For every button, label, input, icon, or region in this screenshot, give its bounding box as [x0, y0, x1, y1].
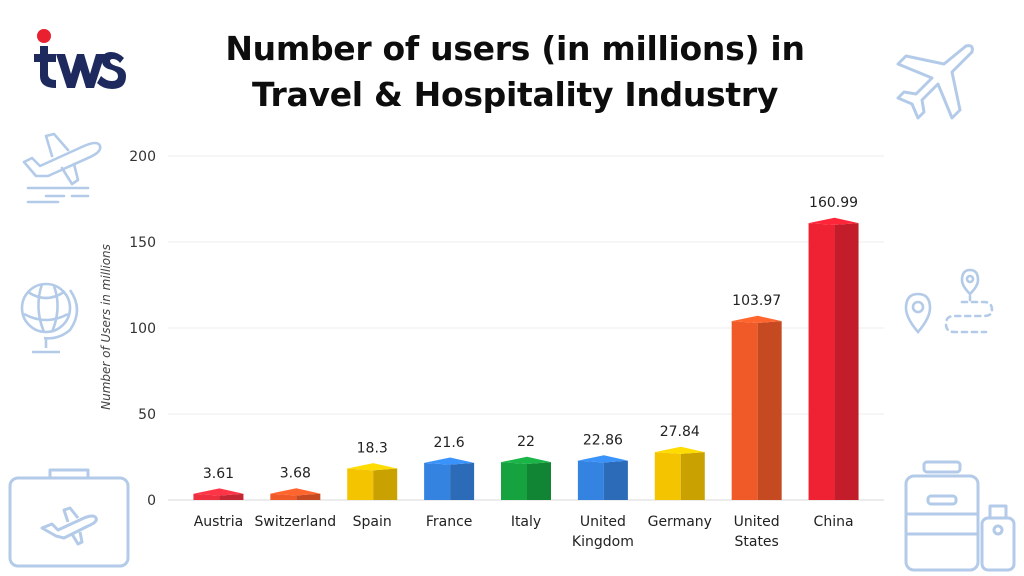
bar-front-face — [501, 462, 527, 500]
x-tick-label-line: Kingdom — [572, 534, 634, 550]
bar: 22 — [501, 434, 551, 500]
route-map-icon — [904, 268, 994, 334]
bar-side-face — [296, 493, 321, 500]
bar-side-face — [834, 223, 859, 500]
bar-top-face — [270, 488, 321, 496]
logo-letter-s — [97, 52, 126, 89]
x-tick-label-line: Switzerland — [254, 514, 336, 530]
bar-top-face — [577, 455, 628, 463]
luggage-icon — [904, 460, 1016, 572]
bar-top-face — [193, 488, 244, 496]
y-axis-label: Number of Users in millions — [99, 244, 113, 410]
logo-dot — [37, 29, 51, 43]
y-tick-label: 50 — [138, 407, 156, 423]
bar-front-face — [424, 462, 451, 500]
airplane-takeoff-icon — [22, 132, 102, 204]
x-tick-label: United Kingdom — [572, 514, 634, 550]
bar-side-face — [373, 468, 398, 500]
y-tick-label: 150 — [129, 235, 156, 251]
bar-front-face — [654, 452, 681, 500]
bar: 3.61 — [193, 466, 244, 500]
bar: 27.84 — [654, 424, 705, 500]
bar-side-face — [527, 462, 551, 500]
logo-letter-t — [34, 46, 56, 88]
bar-top-face — [808, 217, 859, 225]
bar-side-face — [219, 493, 244, 500]
x-tick-label-line: Austria — [194, 514, 243, 530]
airplane-icon — [896, 44, 974, 120]
chart-title-line-2: Travel & Hospitality Industry — [251, 75, 779, 114]
suitcase-icon — [8, 468, 130, 568]
y-axis: 0 50 100 150 200 — [129, 149, 156, 509]
bar-value-label: 18.3 — [357, 441, 388, 457]
y-tick-label: 100 — [129, 321, 156, 337]
bar-side-face — [450, 462, 475, 500]
y-tick-label: 0 — [147, 493, 156, 509]
bar-value-label: 22.86 — [583, 433, 623, 449]
x-tick-label: Germany — [648, 514, 712, 530]
x-tick-label-line: Italy — [511, 514, 541, 530]
bar-value-label: 160.99 — [809, 195, 858, 211]
bar-front-face — [731, 321, 758, 500]
bar-top-face — [501, 456, 551, 464]
bar-front-face — [577, 460, 604, 500]
x-tick-label: Austria — [194, 514, 243, 530]
bars: 3.61 3.68 18.3 21.6 22 22.86 27.84 103.97 160.99 — [193, 195, 859, 500]
x-tick-label: France — [426, 514, 473, 530]
bar-front-face — [270, 493, 297, 500]
chart-title-line-1: Number of users (in millions) in — [225, 29, 805, 68]
tws-logo — [34, 29, 126, 89]
bar-side-face — [757, 321, 782, 500]
bar: 22.86 — [577, 433, 628, 500]
bar-value-label: 3.68 — [280, 466, 311, 482]
bar: 3.68 — [270, 466, 321, 500]
bar: 21.6 — [424, 435, 475, 500]
x-axis: Austria Switzerland Spain France Italy United… — [194, 514, 854, 550]
bar-side-face — [603, 460, 628, 500]
bar-value-label: 21.6 — [434, 435, 465, 451]
bar-top-face — [731, 315, 782, 323]
x-tick-label-line: China — [814, 514, 854, 530]
bar: 103.97 — [731, 293, 782, 500]
bar-top-face — [654, 446, 705, 454]
globe-icon — [20, 282, 79, 354]
x-tick-label-line: Spain — [353, 514, 392, 530]
bar-front-face — [808, 223, 835, 500]
bar-value-label: 103.97 — [732, 293, 781, 309]
x-tick-label: Switzerland — [254, 514, 336, 530]
x-tick-label-line: United — [734, 514, 780, 530]
x-tick-label: Italy — [511, 514, 541, 530]
x-tick-label: China — [814, 514, 854, 530]
x-tick-label-line: United — [580, 514, 626, 530]
bar-side-face — [680, 452, 705, 500]
bar-front-face — [347, 468, 374, 500]
bar: 18.3 — [347, 441, 398, 500]
logo-letter-w — [56, 54, 105, 88]
x-tick-label-line: States — [734, 534, 778, 550]
bar-value-label: 22 — [517, 434, 535, 450]
bar-front-face — [193, 493, 220, 500]
y-tick-label: 200 — [129, 149, 156, 165]
bar-top-face — [424, 457, 475, 465]
x-tick-label: United States — [734, 514, 780, 550]
x-tick-label-line: France — [426, 514, 473, 530]
x-tick-label: Spain — [353, 514, 392, 530]
bar-value-label: 3.61 — [203, 466, 234, 482]
bar: 160.99 — [808, 195, 859, 500]
x-tick-label-line: Germany — [648, 514, 712, 530]
chart-title: Number of users (in millions) in Travel … — [170, 26, 860, 118]
bar-value-label: 27.84 — [660, 424, 700, 440]
bar-top-face — [347, 463, 398, 471]
